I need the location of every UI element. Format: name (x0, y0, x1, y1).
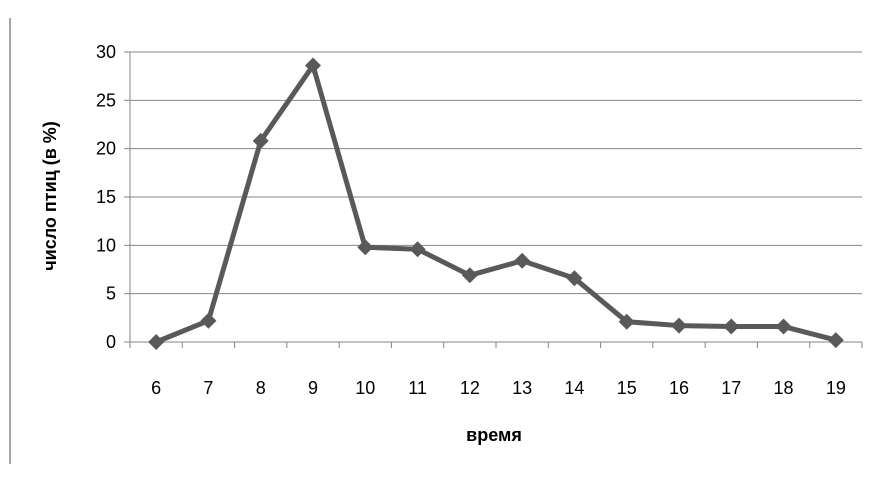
data-point-11 (409, 241, 426, 258)
y-tick-labels: 0 5 10 15 20 25 30 (96, 42, 116, 352)
x-tick-label: 18 (774, 378, 794, 398)
x-tick-label: 8 (256, 378, 266, 398)
y-tick-label: 10 (96, 235, 116, 255)
data-point-15 (618, 313, 635, 330)
x-tick-label: 11 (408, 378, 427, 398)
data-point-17 (723, 318, 740, 335)
data-point-8 (252, 132, 269, 149)
series-line (153, 63, 839, 345)
x-tick-labels: 6 7 8 9 10 11 12 13 14 15 16 17 18 19 (151, 378, 846, 398)
series-group (148, 57, 844, 350)
data-point-13 (514, 252, 531, 269)
y-axis-title: число птиц (в %) (40, 121, 60, 271)
y-tick-label: 5 (106, 284, 116, 304)
x-tick-label: 13 (512, 378, 532, 398)
data-point-6 (148, 334, 165, 350)
y-tick-label: 0 (106, 332, 116, 352)
data-point-10 (357, 239, 374, 256)
x-tick-label: 17 (721, 378, 741, 398)
y-tick-label: 20 (96, 139, 116, 159)
x-tick-label: 19 (826, 378, 846, 398)
data-point-7 (200, 312, 217, 329)
x-tick-label: 16 (669, 378, 689, 398)
y-tick-label: 30 (96, 42, 116, 62)
x-tick-label: 6 (151, 378, 161, 398)
x-tick-label: 9 (308, 378, 318, 398)
frame-left-border (9, 18, 11, 464)
data-point-12 (461, 267, 478, 284)
data-point-19 (827, 332, 844, 349)
data-point-9 (305, 57, 321, 74)
x-axis-title: время (466, 425, 522, 445)
y-tick-label: 25 (96, 90, 116, 110)
data-point-18 (775, 318, 792, 335)
data-point-14 (566, 270, 583, 287)
y-tick-label: 15 (96, 187, 116, 207)
gridlines (124, 51, 863, 348)
x-tick-label: 12 (460, 378, 480, 398)
data-point-16 (671, 317, 687, 334)
x-tick-label: 15 (617, 378, 637, 398)
x-tick-label: 7 (203, 378, 213, 398)
x-tick-label: 10 (355, 378, 375, 398)
x-tick-label: 14 (564, 378, 584, 398)
